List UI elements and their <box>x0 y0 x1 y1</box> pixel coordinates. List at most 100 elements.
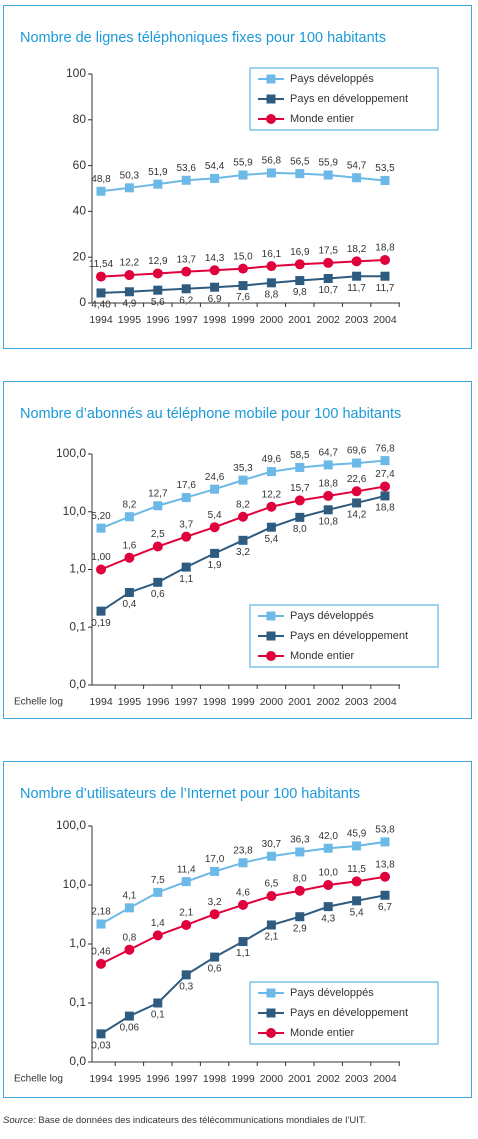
value-label: 7,5 <box>151 875 165 886</box>
value-label: 1,4 <box>151 918 165 929</box>
point <box>153 501 163 511</box>
value-label: 69,6 <box>347 446 367 457</box>
y-tick-label: 100,0 <box>56 818 86 832</box>
point <box>266 851 276 861</box>
point <box>124 903 134 913</box>
x-tick-label: 1994 <box>89 696 113 708</box>
value-label: 24,6 <box>205 472 225 483</box>
point <box>124 270 135 281</box>
x-tick-label: 1995 <box>118 1073 142 1085</box>
point <box>153 577 163 587</box>
panel-border <box>3 381 472 719</box>
value-label: 1,9 <box>208 560 222 571</box>
value-label: 2,1 <box>264 932 278 943</box>
value-label: 0,6 <box>208 964 222 975</box>
point <box>181 562 191 572</box>
value-label: 56,8 <box>262 156 282 167</box>
point <box>352 896 362 906</box>
value-label: 17,6 <box>176 480 196 491</box>
point <box>266 891 277 902</box>
value-label: 10,7 <box>318 285 338 296</box>
legend-label: Pays en développement <box>290 93 408 105</box>
y-tick-label: 20 <box>73 249 87 263</box>
point <box>238 858 248 868</box>
value-label: 23,8 <box>233 845 253 856</box>
value-label: 54,4 <box>205 161 225 172</box>
value-label: 1,6 <box>122 540 136 551</box>
point <box>238 899 248 910</box>
point <box>351 876 362 887</box>
point <box>323 505 333 515</box>
value-label: 0,4 <box>122 599 136 610</box>
point <box>352 271 362 281</box>
point <box>124 287 134 297</box>
point <box>210 866 220 876</box>
value-label: 36,3 <box>290 835 310 846</box>
point <box>266 278 276 288</box>
value-label: 16,9 <box>290 247 310 258</box>
value-label: 56,5 <box>290 156 310 167</box>
point <box>351 486 362 497</box>
value-label: 4,1 <box>122 890 136 901</box>
point <box>294 259 305 270</box>
x-tick-label: 1998 <box>203 314 227 326</box>
point <box>295 462 305 472</box>
scale-note: Echelle log <box>14 697 63 708</box>
point <box>380 491 390 501</box>
value-label: 2,1 <box>179 908 193 919</box>
point <box>96 523 106 533</box>
x-tick-label: 2002 <box>317 1073 341 1085</box>
value-label: 11,7 <box>376 283 395 294</box>
value-label: 5,6 <box>151 297 165 308</box>
y-tick-label: 100,0 <box>56 446 86 460</box>
value-label: 10,8 <box>318 516 338 527</box>
point <box>323 880 334 890</box>
value-label: 14,2 <box>347 510 367 521</box>
value-label: 2,5 <box>151 529 165 540</box>
x-tick-label: 1998 <box>203 1073 227 1085</box>
value-label: 22,6 <box>347 474 367 485</box>
point <box>380 271 390 281</box>
y-tick-label: 1,0 <box>69 936 86 950</box>
value-label: 0,06 <box>120 1023 140 1034</box>
point <box>152 541 163 552</box>
point <box>323 902 333 912</box>
legend-label: Pays développés <box>290 610 374 622</box>
value-label: 53,8 <box>375 825 395 836</box>
point <box>96 288 106 298</box>
value-label: 0,8 <box>122 932 136 943</box>
value-label: 55,9 <box>318 158 338 169</box>
value-label: 6,2 <box>179 295 193 306</box>
legend-swatch <box>266 114 276 124</box>
value-label: 4,40 <box>91 300 111 311</box>
value-label: 13,8 <box>375 859 395 870</box>
chart-title: Nombre de lignes téléphoniques fixes pou… <box>20 30 386 46</box>
value-label: 17,0 <box>205 854 225 865</box>
point <box>380 254 390 265</box>
x-tick-label: 1994 <box>89 1073 113 1085</box>
x-tick-label: 2001 <box>288 314 312 326</box>
source: Source: Base de données des indicateurs … <box>3 1115 366 1126</box>
value-label: 1,1 <box>236 948 250 959</box>
point <box>295 276 305 286</box>
x-tick-label: 2000 <box>260 696 284 708</box>
point <box>266 467 276 477</box>
point <box>238 535 248 545</box>
value-label: 18,8 <box>318 479 338 490</box>
value-label: 2,9 <box>293 923 307 934</box>
point <box>152 268 163 279</box>
value-label: 55,9 <box>233 158 253 169</box>
point <box>380 890 390 900</box>
value-label: 3,2 <box>236 547 250 558</box>
value-label: 6,5 <box>264 879 278 890</box>
point <box>209 909 220 920</box>
chart-title: Nombre d’abonnés au téléphone mobile pou… <box>20 406 401 422</box>
point <box>294 885 305 896</box>
value-label: 11,7 <box>347 283 366 294</box>
value-label: 27,4 <box>375 469 395 480</box>
value-label: 3,2 <box>208 897 222 908</box>
x-tick-label: 2002 <box>317 314 341 326</box>
value-label: 11,4 <box>177 864 196 875</box>
point <box>96 606 106 616</box>
